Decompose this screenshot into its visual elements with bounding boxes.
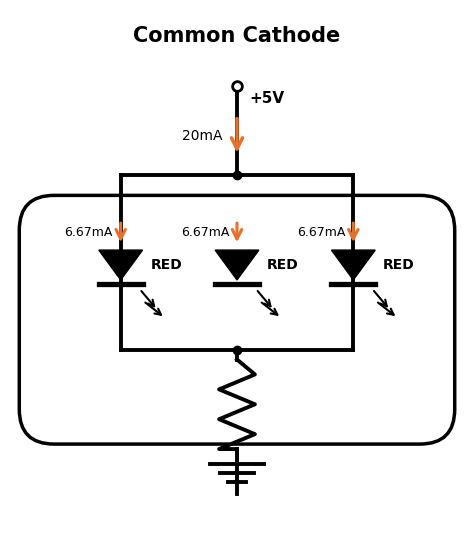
Text: Common Cathode: Common Cathode — [133, 26, 341, 46]
Text: 6.67mA: 6.67mA — [64, 226, 113, 239]
Text: RED: RED — [383, 258, 415, 272]
Text: 6.67mA: 6.67mA — [181, 226, 229, 239]
Text: RED: RED — [151, 258, 182, 272]
Text: RED: RED — [267, 258, 299, 272]
Text: 20mA: 20mA — [182, 129, 222, 143]
Polygon shape — [215, 250, 259, 280]
Text: +5V: +5V — [249, 91, 284, 106]
Polygon shape — [99, 250, 143, 280]
Polygon shape — [331, 250, 375, 280]
Text: 6.67mA: 6.67mA — [297, 226, 346, 239]
